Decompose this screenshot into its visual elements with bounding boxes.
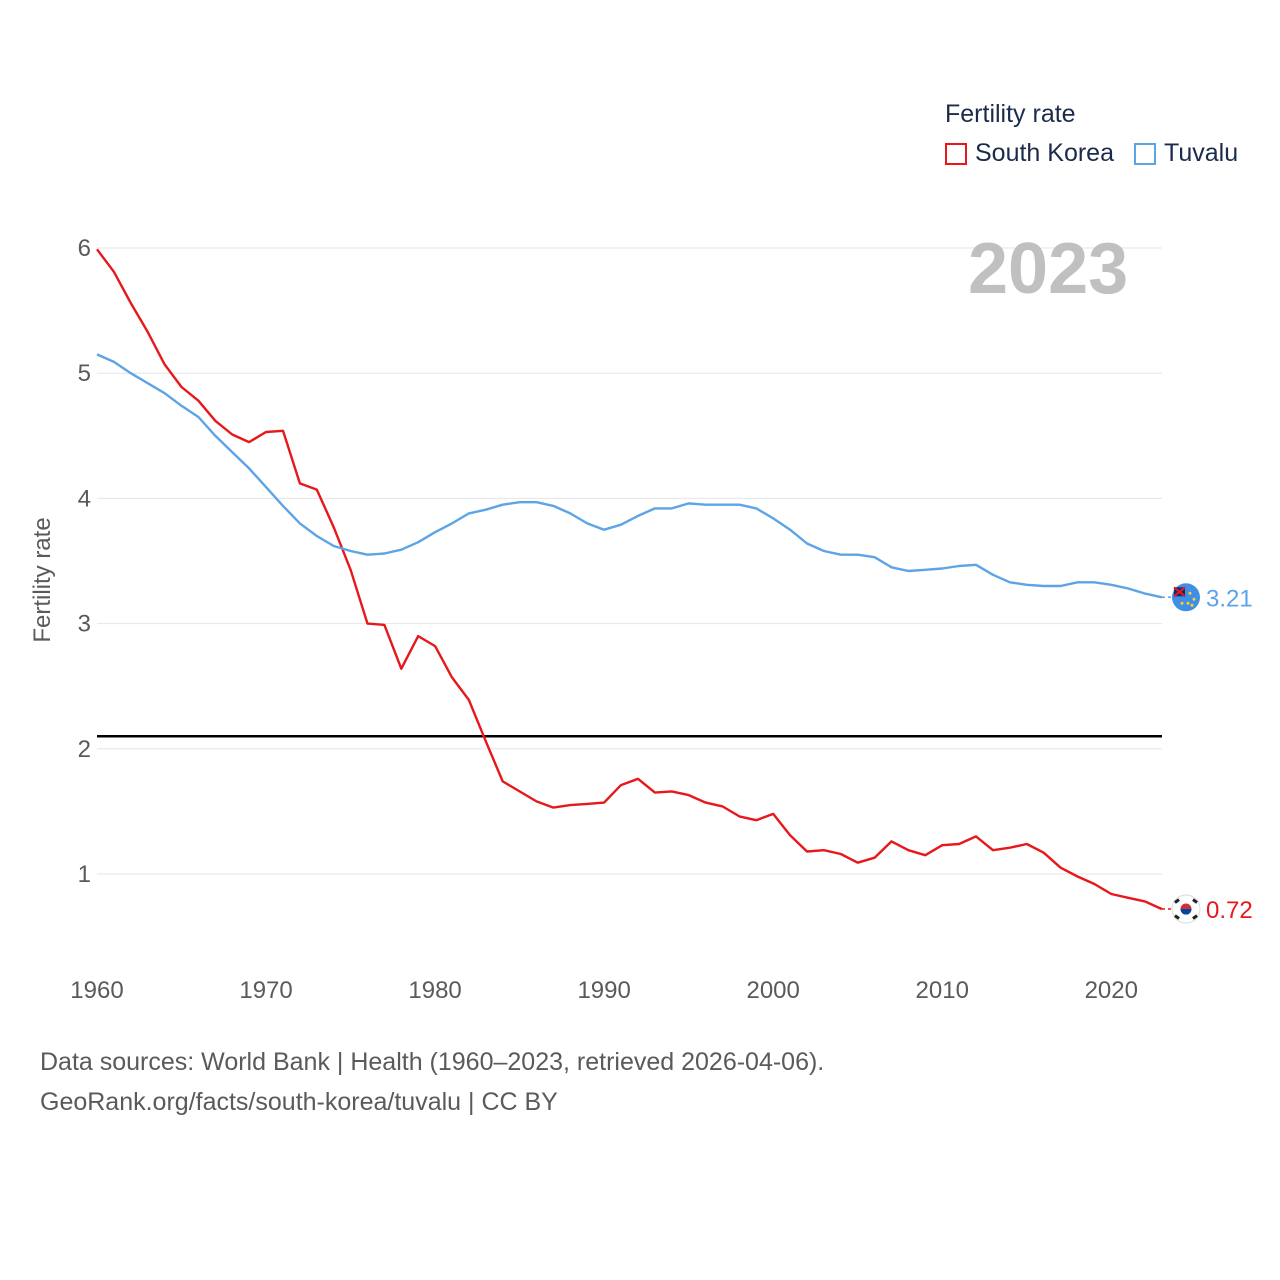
legend-item-tuvalu[interactable]: Tuvalu — [1134, 139, 1238, 168]
legend-label-tuvalu: Tuvalu — [1164, 139, 1239, 167]
source-note: Data sources: World Bank | Health (1960–… — [40, 1048, 825, 1076]
legend-swatch-tuvalu — [1134, 142, 1156, 165]
x-tick-label-1960: 1960 — [70, 977, 123, 1004]
flag-cross-tuvalu — [1173, 586, 1186, 598]
flag-trigram-south-korea-2 — [1174, 914, 1180, 920]
footer: Data sources: World Bank | Health (1960–… — [40, 1042, 824, 1122]
flag-taeguk-bottom-south-korea — [1180, 909, 1192, 915]
legend-item-south-korea[interactable]: South Korea — [945, 139, 1114, 168]
flag-star-tuvalu-4 — [1180, 601, 1184, 605]
legend-title: Fertility rate — [945, 100, 1076, 128]
flag-star-tuvalu-3 — [1190, 603, 1194, 607]
y-tick-label-3: 3 — [78, 611, 91, 638]
y-tick-label-5: 5 — [78, 360, 91, 387]
x-tick-label-1980: 1980 — [408, 977, 461, 1004]
flag-star-tuvalu-2 — [1186, 601, 1190, 605]
y-tick-label-6: 6 — [78, 235, 91, 262]
legend-label-south-korea: South Korea — [975, 139, 1114, 167]
end-value-label-south-korea: 0.72 — [1206, 897, 1253, 924]
flag-trigram-south-korea-3 — [1192, 914, 1198, 920]
flag-star-tuvalu-1 — [1192, 597, 1196, 601]
series-line-tuvalu — [96, 353, 1163, 599]
series-line-south-korea — [96, 248, 1163, 911]
x-tick-label-2000: 2000 — [746, 977, 799, 1004]
attribution-link[interactable]: GeoRank.org/facts/south-korea/tuvalu | C… — [40, 1088, 558, 1116]
year-badge: 2023 — [968, 229, 1129, 309]
x-tick-label-1970: 1970 — [239, 977, 292, 1004]
flag-trigram-south-korea-1 — [1192, 898, 1198, 904]
end-value-label-tuvalu: 3.21 — [1206, 585, 1253, 612]
y-tick-label-2: 2 — [78, 736, 91, 763]
x-tick-label-1990: 1990 — [577, 977, 630, 1004]
flag-star-tuvalu-0 — [1188, 591, 1192, 595]
flag-trigram-south-korea-0 — [1174, 898, 1180, 904]
y-axis-label: Fertility rate — [29, 517, 56, 643]
legend: Fertility rate South Korea Tuvalu — [945, 100, 1258, 168]
y-tick-label-1: 1 — [78, 861, 91, 888]
legend-swatch-south-korea — [945, 142, 967, 165]
x-tick-label-2010: 2010 — [916, 977, 969, 1004]
x-tick-label-2020: 2020 — [1085, 977, 1138, 1004]
y-tick-label-4: 4 — [78, 485, 91, 512]
